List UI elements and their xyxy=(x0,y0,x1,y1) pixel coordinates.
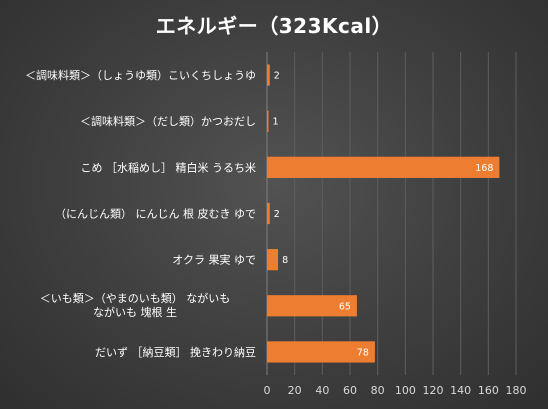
category-label: オクラ 果実 ゆで xyxy=(172,253,256,267)
data-label: 168 xyxy=(475,163,493,174)
data-label: 78 xyxy=(357,347,369,358)
x-tick-label: 80 xyxy=(371,384,385,397)
x-tick-label: 0 xyxy=(264,384,271,397)
category-label: こめ ［水稲めし］ 精白米 うるち米 xyxy=(81,160,257,174)
data-label: 2 xyxy=(274,71,280,82)
chart-title: エネルギー（323Kcal） xyxy=(155,14,393,38)
data-label: 8 xyxy=(282,255,288,266)
bar-5 xyxy=(267,249,279,271)
data-label: 1 xyxy=(273,117,279,128)
category-label: ＜いも類＞（やまのいも類） ながいもながいも 塊根 生 xyxy=(40,291,231,319)
category-label: （にんじん類） にんじん 根 皮むき ゆで xyxy=(55,207,256,221)
x-tick-label: 20 xyxy=(288,384,302,397)
bar-7 xyxy=(267,341,375,363)
x-tick-label: 60 xyxy=(343,384,357,397)
x-tick-label: 40 xyxy=(315,384,329,397)
x-tick-label: 160 xyxy=(478,384,499,397)
bar-3 xyxy=(267,156,500,178)
x-tick-label: 140 xyxy=(450,384,471,397)
x-tick-label: 120 xyxy=(423,384,444,397)
bar-6 xyxy=(267,295,357,317)
category-label: ＜調味料類＞（しょうゆ類）こいくちしょうゆ xyxy=(25,68,256,82)
category-label: ＜調味料類＞（だし類）かつおだし xyxy=(80,114,256,128)
bar-2 xyxy=(267,110,269,132)
bar-1 xyxy=(267,64,270,86)
x-tick-label: 180 xyxy=(506,384,527,397)
x-tick-label: 100 xyxy=(395,384,416,397)
category-label: だいず ［納豆類］ 挽きわり納豆 xyxy=(95,345,256,359)
data-label: 2 xyxy=(274,209,280,220)
data-label: 65 xyxy=(339,301,351,312)
bar-4 xyxy=(267,202,270,225)
